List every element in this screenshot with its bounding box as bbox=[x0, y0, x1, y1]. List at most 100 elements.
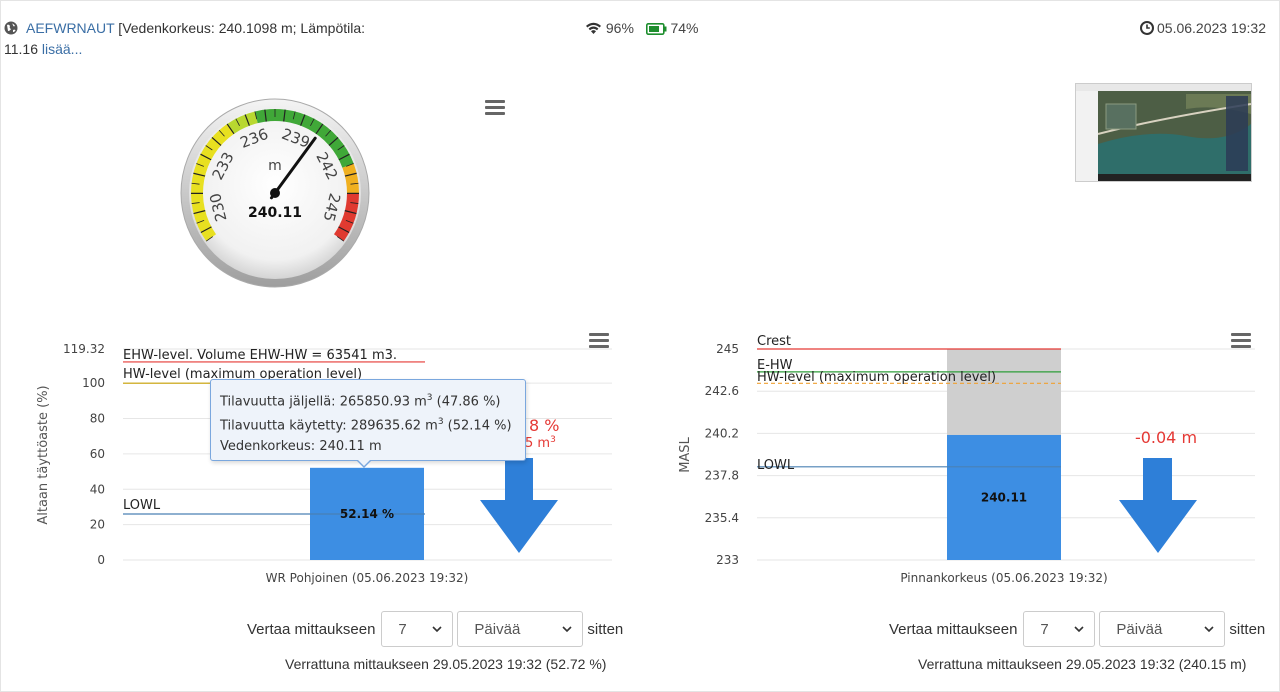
compare-unit-value-left: Päivää bbox=[474, 620, 521, 638]
compare-amount-value-left: 7 bbox=[398, 620, 407, 638]
gauge-tick bbox=[218, 129, 225, 137]
station-link[interactable]: AEFWRNAUT bbox=[26, 20, 115, 36]
change-level-right: -0.04 m bbox=[1135, 428, 1197, 447]
compare-amount-select-right[interactable]: 7 bbox=[1023, 611, 1096, 647]
gauge-tick bbox=[205, 236, 213, 242]
left-chart-menu-button[interactable] bbox=[589, 333, 609, 349]
compare-amount-select-left[interactable]: 7 bbox=[381, 611, 454, 647]
tooltip-used-unit: 3 bbox=[437, 417, 444, 428]
gauge-band-2 bbox=[254, 109, 354, 168]
right-chart-y-tick: 233 bbox=[716, 553, 739, 567]
compare-suffix-left: sitten bbox=[587, 620, 624, 638]
gauge-tick bbox=[264, 109, 267, 122]
compare-result-left: Verrattuna mittaukseen 29.05.2023 19:32 … bbox=[285, 656, 607, 672]
right-chart-ylabel: MASL bbox=[678, 436, 693, 472]
gauge-tick bbox=[193, 172, 206, 177]
tooltip-water-level: Vedenkorkeus: 240.11 m bbox=[220, 438, 382, 454]
gauge-tick bbox=[338, 226, 350, 234]
gauge-tick bbox=[196, 163, 204, 167]
right-chart-y-tick: 240.2 bbox=[705, 426, 739, 440]
left-chart-y-tick: 119.32 bbox=[63, 342, 105, 356]
tooltip-remaining-unit: 3 bbox=[426, 393, 433, 403]
compare-suffix-right: sitten bbox=[1229, 620, 1266, 638]
gauge-band-3 bbox=[342, 163, 359, 194]
chevron-down-icon bbox=[1204, 626, 1214, 633]
fill-level-bar-label: 52.14 % bbox=[340, 507, 394, 521]
chevron-down-icon bbox=[1074, 626, 1084, 633]
left-chart-y-tick: 60 bbox=[90, 447, 105, 461]
globe-icon bbox=[4, 21, 18, 35]
lowl-label-left: LOWL bbox=[123, 498, 161, 513]
gauge-needle bbox=[269, 136, 317, 200]
gauge-menu-button[interactable] bbox=[485, 100, 505, 116]
gauge-tick bbox=[196, 220, 205, 224]
left-chart-y-tick: 0 bbox=[97, 553, 105, 567]
more-link[interactable]: lisää... bbox=[41, 41, 83, 57]
compare-unit-select-left[interactable]: Päivää bbox=[457, 611, 584, 647]
fill-level-chart: Altaan täyttöaste (%) 0 20 40 60 80 100 119.32… bbox=[36, 342, 612, 585]
gauge-tick bbox=[292, 111, 296, 120]
change-percent-left: 8 % bbox=[529, 416, 559, 435]
battery-icon bbox=[645, 23, 667, 35]
change-volume-unit: 3 bbox=[550, 435, 556, 445]
gauge-tick bbox=[350, 202, 359, 204]
gauge-tick bbox=[300, 114, 306, 126]
remaining-capacity-bar[interactable] bbox=[947, 349, 1061, 435]
gauge-tick bbox=[345, 220, 354, 224]
compare-controls-right: Vertaa mittaukseen 7 Päivää sitten bbox=[889, 611, 1265, 647]
surface-height-bar[interactable] bbox=[947, 434, 1061, 560]
lowl-label-right: LOWL bbox=[757, 458, 795, 473]
tooltip-used-pct: (52.14 %) bbox=[443, 418, 512, 434]
gauge-tick bbox=[344, 210, 357, 215]
surface-height-bar-label: 240.11 bbox=[981, 490, 1027, 504]
tooltip-remaining-pct: (47.86 %) bbox=[432, 394, 501, 410]
gauge-tick bbox=[191, 202, 200, 204]
right-chart-y-tick: 245 bbox=[716, 342, 739, 356]
change-volume-left: 5 m bbox=[525, 436, 550, 451]
gauge-tick bbox=[235, 118, 240, 126]
gauge-tick bbox=[205, 145, 213, 151]
surface-height-chart: MASL 233 235.4 237.8 240.2 242.6 245 240.11 C… bbox=[678, 334, 1255, 585]
tooltip-remaining: Tilavuutta jäljellä: 265850.93 m bbox=[220, 394, 427, 410]
gauge-tick bbox=[193, 210, 206, 215]
gauge-tick bbox=[244, 114, 250, 126]
compare-result-right: Verrattuna mittaukseen 29.05.2023 19:32 … bbox=[918, 656, 1247, 672]
station-details: [Vedenkorkeus: 240.1098 m; Lämpötila: bbox=[114, 20, 366, 36]
wifi-icon bbox=[586, 22, 601, 34]
gauge-tick bbox=[337, 145, 345, 151]
svg-text:5 m3: 5 m3 bbox=[525, 435, 556, 451]
gauge-tick bbox=[344, 172, 357, 177]
fill-level-tooltip: Tilavuutta jäljellä: 265850.93 m3 (47.86… bbox=[210, 379, 526, 461]
gauge-tick bbox=[315, 123, 324, 135]
change-arrow-right bbox=[1119, 458, 1197, 553]
compare-amount-value-right: 7 bbox=[1040, 620, 1049, 638]
chevron-down-icon bbox=[562, 626, 572, 633]
right-chart-y-tick: 237.8 bbox=[705, 469, 739, 483]
left-chart-y-tick: 80 bbox=[90, 412, 105, 426]
ehw-level-label: EHW-level. Volume EHW-HW = 63541 m3. bbox=[123, 348, 397, 363]
tooltip-used: Tilavuutta käytetty: 289635.62 m bbox=[220, 418, 438, 434]
gauge-tick bbox=[254, 111, 258, 120]
gauge-tick bbox=[226, 123, 235, 135]
right-chart-y-tick: 242.6 bbox=[705, 384, 739, 398]
gauge-tick bbox=[211, 137, 222, 146]
right-chart-xlabel: Pinnankorkeus (05.06.2023 19:32) bbox=[900, 571, 1107, 585]
gauge-tick bbox=[325, 129, 332, 137]
hw-level-label: HW-level (maximum operation level) bbox=[123, 367, 362, 382]
gauge-tick bbox=[338, 153, 350, 161]
map-thumbnail[interactable] bbox=[1075, 83, 1252, 182]
right-chart-y-tick: 235.4 bbox=[705, 511, 739, 525]
chevron-down-icon bbox=[432, 626, 442, 633]
compare-controls-left: Vertaa mittaukseen 7 Päivää sitten bbox=[247, 611, 623, 647]
compare-unit-select-right[interactable]: Päivää bbox=[1099, 611, 1226, 647]
gauge-tick bbox=[283, 109, 286, 122]
left-chart-y-tick: 40 bbox=[90, 482, 105, 496]
gauge-tick bbox=[350, 182, 359, 185]
left-chart-xlabel: WR Pohjoinen (05.06.2023 19:32) bbox=[266, 571, 469, 585]
device-status: 96% 74% bbox=[585, 18, 699, 39]
gauge-tick bbox=[337, 236, 345, 242]
left-chart-y-tick: 20 bbox=[90, 518, 105, 532]
gauge-tick bbox=[191, 182, 200, 185]
right-chart-menu-button[interactable] bbox=[1231, 333, 1251, 349]
